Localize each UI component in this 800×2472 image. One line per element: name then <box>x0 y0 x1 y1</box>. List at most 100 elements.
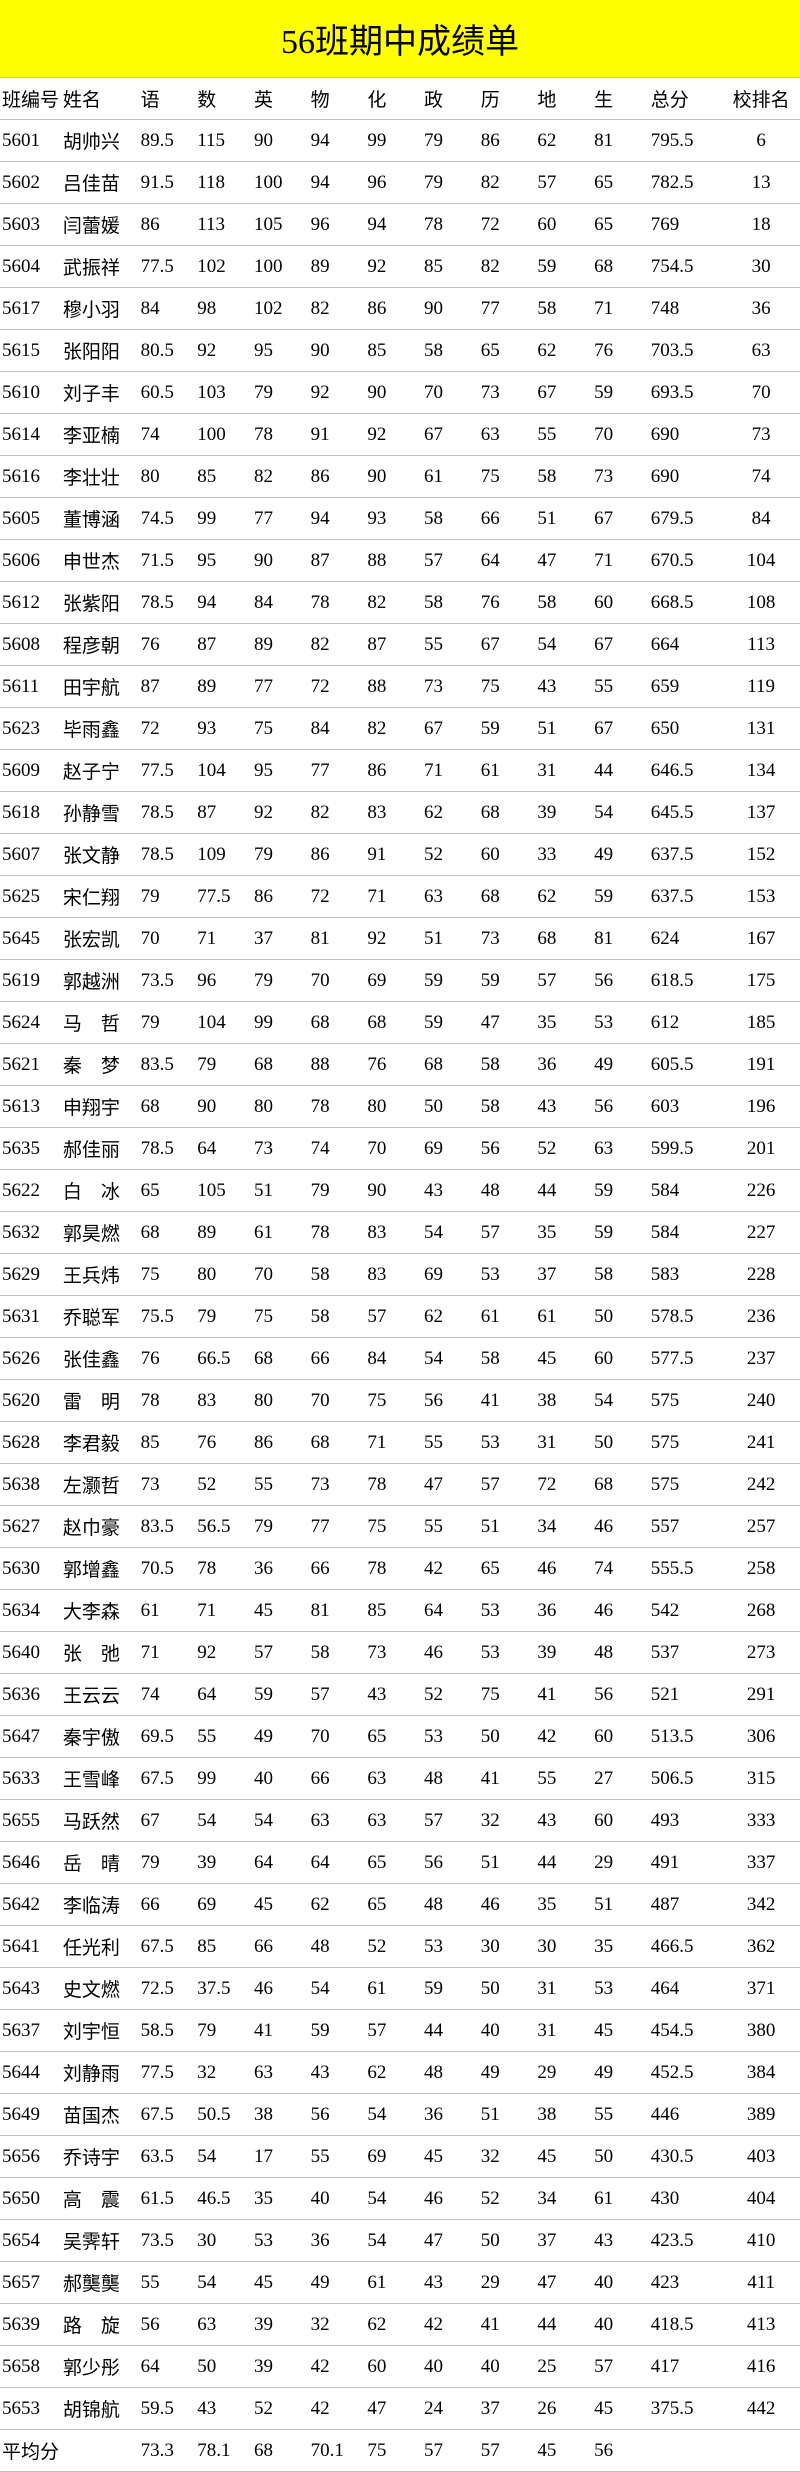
table-cell: 50 <box>422 1086 479 1128</box>
table-cell: 89 <box>195 1212 252 1254</box>
table-cell: 78 <box>422 204 479 246</box>
table-cell: 99 <box>195 498 252 540</box>
table-cell: 90 <box>422 288 479 330</box>
table-cell: 17 <box>252 2136 309 2178</box>
table-cell: 赵子宁 <box>61 750 139 792</box>
table-cell: 92 <box>195 1632 252 1674</box>
table-cell: 51 <box>422 918 479 960</box>
table-cell: 56 <box>592 2430 649 2472</box>
table-cell: 72 <box>309 666 366 708</box>
table-cell: 88 <box>365 666 422 708</box>
table-cell: 35 <box>535 1884 592 1926</box>
table-cell: 56 <box>309 2094 366 2136</box>
table-cell: 69 <box>422 1128 479 1170</box>
table-cell: 493 <box>649 1800 722 1842</box>
table-cell: 31 <box>535 1422 592 1464</box>
table-cell: 100 <box>195 414 252 456</box>
table-cell: 85 <box>365 1590 422 1632</box>
table-cell: 46 <box>479 1884 536 1926</box>
table-cell: 高 震 <box>61 2178 139 2220</box>
table-cell: 68 <box>252 1338 309 1380</box>
table-cell: 60 <box>535 204 592 246</box>
table-row: 5628李君毅857686687155533150575241 <box>0 1422 800 1464</box>
table-cell: 79 <box>252 1506 309 1548</box>
table-cell: 54 <box>422 1212 479 1254</box>
table-cell: 79 <box>139 876 196 918</box>
table-cell: 48 <box>309 1926 366 1968</box>
column-header: 校排名 <box>722 78 800 120</box>
table-cell: 45 <box>592 2388 649 2430</box>
table-cell: 795.5 <box>649 120 722 162</box>
table-cell: 5602 <box>0 162 61 204</box>
table-cell: 73.5 <box>139 960 196 1002</box>
table-cell: 43 <box>535 1800 592 1842</box>
table-cell: 646.5 <box>649 750 722 792</box>
table-cell: 52 <box>422 834 479 876</box>
table-cell: 48 <box>422 1758 479 1800</box>
table-cell: 670.5 <box>649 540 722 582</box>
table-cell: 65 <box>592 162 649 204</box>
table-cell: 68 <box>309 1422 366 1464</box>
table-cell: 77 <box>309 1506 366 1548</box>
table-cell: 86 <box>365 750 422 792</box>
table-cell: 任光利 <box>61 1926 139 1968</box>
table-cell: 5644 <box>0 2052 61 2094</box>
table-cell: 84 <box>309 708 366 750</box>
table-cell: 马 哲 <box>61 1002 139 1044</box>
table-cell: 77.5 <box>195 876 252 918</box>
table-cell: 41 <box>535 1674 592 1716</box>
table-cell: 68 <box>535 918 592 960</box>
table-cell: 45 <box>422 2136 479 2178</box>
table-cell: 54 <box>195 2136 252 2178</box>
table-cell: 64 <box>479 540 536 582</box>
table-cell: 557 <box>649 1506 722 1548</box>
table-cell: 74.5 <box>139 498 196 540</box>
table-cell: 5649 <box>0 2094 61 2136</box>
table-cell: 79 <box>309 1170 366 1212</box>
table-cell: 53 <box>422 1926 479 1968</box>
table-cell: 6 <box>722 120 800 162</box>
table-cell: 78 <box>309 582 366 624</box>
table-row: 5649苗国杰67.550.538565436513855446389 <box>0 2094 800 2136</box>
table-cell: 85 <box>195 1926 252 1968</box>
table-cell: 71 <box>195 918 252 960</box>
table-cell: 5628 <box>0 1422 61 1464</box>
table-cell: 50 <box>592 1422 649 1464</box>
table-cell: 384 <box>722 2052 800 2094</box>
table-cell: 45 <box>535 2136 592 2178</box>
table-cell: 张 弛 <box>61 1632 139 1674</box>
table-cell: 81 <box>592 120 649 162</box>
table-cell: 72.5 <box>139 1968 196 2010</box>
page-title: 56班期中成绩单 <box>0 0 800 78</box>
table-cell: 5614 <box>0 414 61 456</box>
table-cell: 650 <box>649 708 722 750</box>
table-cell: 5636 <box>0 1674 61 1716</box>
table-cell: 孙静雪 <box>61 792 139 834</box>
table-row: 5654吴霁轩73.53053365447503743423.5410 <box>0 2220 800 2262</box>
table-cell: 89 <box>252 624 309 666</box>
table-cell: 57 <box>252 1632 309 1674</box>
table-cell: 58 <box>479 1086 536 1128</box>
table-cell: 464 <box>649 1968 722 2010</box>
table-cell: 404 <box>722 2178 800 2220</box>
table-cell: 87 <box>139 666 196 708</box>
table-cell: 65 <box>139 1170 196 1212</box>
table-cell: 42 <box>535 1716 592 1758</box>
table-cell: 56 <box>592 1674 649 1716</box>
table-cell: 96 <box>365 162 422 204</box>
table-cell: 37 <box>535 1254 592 1296</box>
table-cell: 5634 <box>0 1590 61 1632</box>
table-row: 5646岳 晴793964646556514429491337 <box>0 1842 800 1884</box>
table-cell: 452.5 <box>649 2052 722 2094</box>
table-cell: 228 <box>722 1254 800 1296</box>
table-cell: 98 <box>195 288 252 330</box>
table-cell: 78 <box>252 414 309 456</box>
table-cell: 68 <box>309 1002 366 1044</box>
table-cell: 35 <box>535 1002 592 1044</box>
table-cell: 43 <box>195 2388 252 2430</box>
table-cell: 30 <box>195 2220 252 2262</box>
table-cell: 583 <box>649 1254 722 1296</box>
table-cell: 70.1 <box>309 2430 366 2472</box>
table-cell: 624 <box>649 918 722 960</box>
table-cell: 李亚楠 <box>61 414 139 456</box>
